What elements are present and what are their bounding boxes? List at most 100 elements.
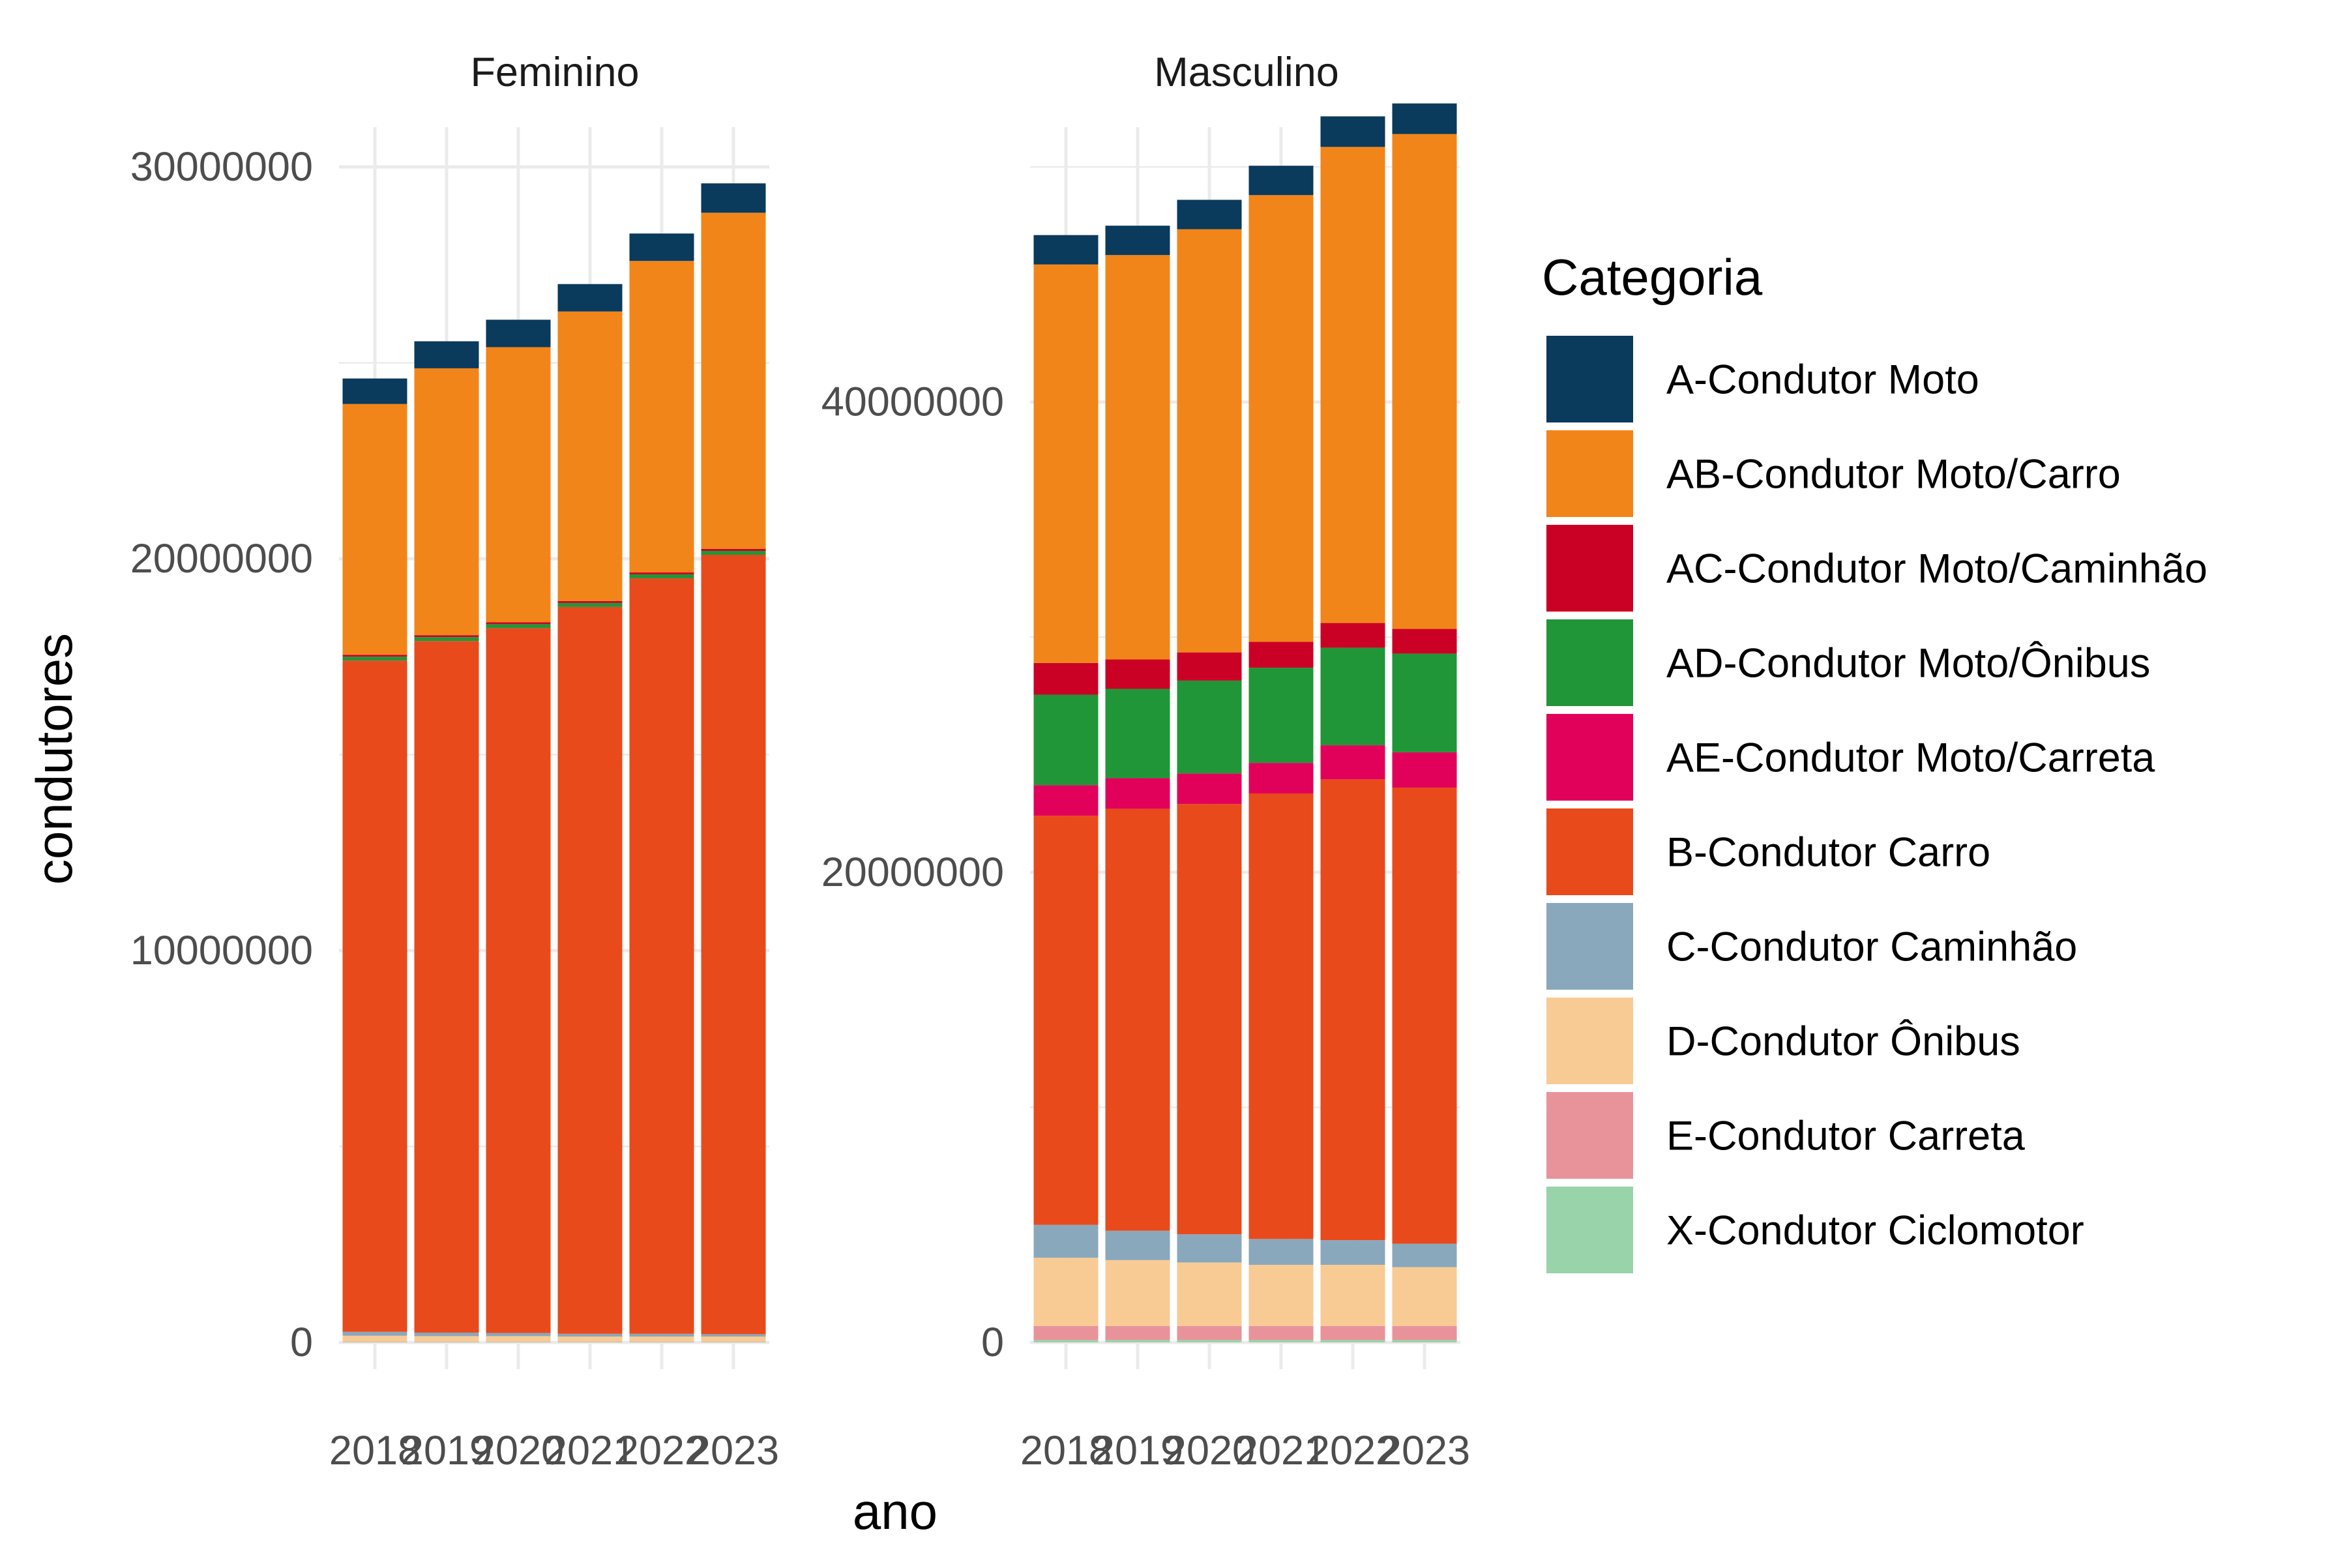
- bar-segment-masculino-2019-ae-condutor-moto-carreta: [1105, 778, 1170, 809]
- y-axis-label: condutores: [25, 633, 83, 885]
- bar-segment-masculino-2022-c-condutor-caminhao: [1320, 1240, 1385, 1265]
- bar-segment-masculino-2020-ab-condutor-moto-carro: [1177, 229, 1242, 653]
- x-tick-label: 2023: [1379, 1428, 1470, 1473]
- legend-key-c-condutor-caminhao: [1546, 903, 1633, 990]
- bar-segment-masculino-2020-x-condutor-ciclomotor: [1177, 1340, 1242, 1342]
- legend-label-x-condutor-ciclomotor: X-Condutor Ciclomotor: [1666, 1208, 2084, 1254]
- bar-segment-feminino-2020-a-condutor-moto: [486, 319, 551, 348]
- bar-segment-feminino-2020-d-condutor-onibus: [486, 1336, 551, 1342]
- legend-label-ac-condutor-moto-caminhao: AC-Condutor Moto/Caminhão: [1666, 546, 2207, 592]
- legend-label-ab-condutor-moto-carro: AB-Condutor Moto/Carro: [1666, 452, 2121, 497]
- bar-segment-feminino-2022-a-condutor-moto: [629, 233, 694, 261]
- bar-segment-feminino-2023-c-condutor-caminhao: [701, 1334, 766, 1337]
- bar-segment-masculino-2020-ad-condutor-moto-onibus: [1177, 680, 1242, 774]
- bar-segment-masculino-2023-x-condutor-ciclomotor: [1392, 1340, 1457, 1342]
- bar-segment-feminino-2020-b-condutor-carro: [486, 628, 551, 1333]
- bar-segment-masculino-2018-b-condutor-carro: [1033, 816, 1099, 1225]
- bar-segment-masculino-2018-c-condutor-caminhao: [1033, 1224, 1099, 1258]
- bar-segment-feminino-2021-ac-condutor-moto-caminhao: [557, 600, 623, 603]
- bar-segment-masculino-2021-c-condutor-caminhao: [1248, 1239, 1314, 1265]
- legend-key-d-condutor-onibus: [1546, 998, 1633, 1084]
- bar-segment-masculino-2018-x-condutor-ciclomotor: [1033, 1340, 1099, 1342]
- bar-segment-masculino-2019-ac-condutor-moto-caminhao: [1105, 659, 1170, 689]
- bar-segment-masculino-2018-ae-condutor-moto-carreta: [1033, 785, 1099, 816]
- bar-segment-feminino-2019-ad-condutor-moto-onibus: [414, 637, 479, 642]
- bar-segment-masculino-2021-a-condutor-moto: [1248, 166, 1314, 196]
- bar-segment-masculino-2023-c-condutor-caminhao: [1392, 1243, 1457, 1267]
- bar-segment-masculino-2022-x-condutor-ciclomotor: [1320, 1340, 1385, 1342]
- legend-key-a-condutor-moto: [1546, 336, 1633, 422]
- panel-title-feminino: Feminino: [470, 50, 639, 95]
- bar-segment-masculino-2021-x-condutor-ciclomotor: [1248, 1340, 1314, 1342]
- legend-key-ac-condutor-moto-caminhao: [1546, 525, 1633, 612]
- legend: Categoria A-Condutor Moto AB-Condutor Mot…: [1542, 248, 2207, 1273]
- bar-segment-masculino-2020-d-condutor-onibus: [1177, 1262, 1242, 1326]
- panel-masculino: 0 20000000 40000000 2018201920202021202220…: [821, 50, 1470, 1473]
- legend-label-ae-condutor-moto-carreta: AE-Condutor Moto/Carreta: [1666, 735, 2155, 781]
- bar-segment-feminino-2021-ad-condutor-moto-onibus: [557, 602, 623, 607]
- legend-key-x-condutor-ciclomotor: [1546, 1187, 1633, 1273]
- x-tick-label: 2022: [1307, 1428, 1398, 1473]
- y-tick-label: 30000000: [130, 144, 313, 190]
- bar-segment-masculino-2023-b-condutor-carro: [1392, 787, 1457, 1244]
- bar-segment-masculino-2020-ac-condutor-moto-caminhao: [1177, 652, 1242, 681]
- bar-segment-feminino-2019-ac-condutor-moto-caminhao: [414, 635, 479, 638]
- bar-segment-feminino-2022-ad-condutor-moto-onibus: [629, 574, 694, 579]
- bar-segment-masculino-2019-ab-condutor-moto-carro: [1105, 255, 1170, 660]
- bar-segment-feminino-2019-ab-condutor-moto-carro: [414, 368, 479, 636]
- bar-segment-masculino-2022-ae-condutor-moto-carreta: [1320, 745, 1385, 780]
- y-tick-label: 10000000: [130, 928, 313, 973]
- bar-segment-masculino-2022-ad-condutor-moto-onibus: [1320, 647, 1385, 746]
- bar-segment-masculino-2021-e-condutor-carreta: [1248, 1325, 1314, 1340]
- legend-key-ae-condutor-moto-carreta: [1546, 714, 1633, 801]
- bar-segment-feminino-2019-d-condutor-onibus: [414, 1336, 479, 1342]
- x-tick-label: 2019: [401, 1428, 492, 1473]
- x-tick-label: 2021: [544, 1428, 636, 1473]
- bar-segment-masculino-2021-d-condutor-onibus: [1248, 1265, 1314, 1326]
- bar-segment-masculino-2020-b-condutor-carro: [1177, 804, 1242, 1235]
- x-tick-label: 2018: [329, 1428, 421, 1473]
- bar-segment-masculino-2019-a-condutor-moto: [1105, 226, 1170, 256]
- bar-segment-feminino-2021-ab-condutor-moto-carro: [557, 311, 623, 601]
- bar-segment-masculino-2018-d-condutor-onibus: [1033, 1258, 1099, 1326]
- bar-segment-feminino-2021-d-condutor-onibus: [557, 1336, 623, 1342]
- bar-segment-feminino-2021-b-condutor-carro: [557, 606, 623, 1334]
- legend-label-b-condutor-carro: B-Condutor Carro: [1666, 830, 1990, 876]
- bar-segment-feminino-2023-a-condutor-moto: [701, 183, 766, 213]
- bar-segment-masculino-2020-e-condutor-carreta: [1177, 1325, 1242, 1340]
- bar-segment-masculino-2022-a-condutor-moto: [1320, 116, 1385, 147]
- bar-segment-masculino-2021-ab-condutor-moto-carro: [1248, 195, 1314, 642]
- bar-segment-feminino-2019-a-condutor-moto: [414, 341, 479, 368]
- bar-segment-feminino-2023-ad-condutor-moto-onibus: [701, 550, 766, 555]
- legend-key-ab-condutor-moto-carro: [1546, 430, 1633, 517]
- bar-segment-feminino-2018-ac-condutor-moto-caminhao: [342, 655, 407, 657]
- x-tick-label: 2022: [616, 1428, 707, 1473]
- bar-segment-feminino-2020-ab-condutor-moto-carro: [486, 347, 551, 623]
- bar-segment-masculino-2019-x-condutor-ciclomotor: [1105, 1340, 1170, 1342]
- legend-label-c-condutor-caminhao: C-Condutor Caminhão: [1666, 925, 2077, 970]
- bar-segment-feminino-2018-ab-condutor-moto-carro: [342, 404, 407, 655]
- bar-segment-feminino-2020-ac-condutor-moto-caminhao: [486, 622, 551, 625]
- bar-segment-masculino-2018-ac-condutor-moto-caminhao: [1033, 662, 1099, 695]
- legend-label-e-condutor-carreta: E-Condutor Carreta: [1666, 1114, 2026, 1159]
- bar-segment-masculino-2021-ad-condutor-moto-onibus: [1248, 668, 1314, 763]
- bar-segment-masculino-2022-d-condutor-onibus: [1320, 1265, 1385, 1326]
- bar-segment-feminino-2023-d-condutor-onibus: [701, 1336, 766, 1342]
- bar-segment-masculino-2018-ab-condutor-moto-carro: [1033, 264, 1099, 663]
- bar-segment-feminino-2022-b-condutor-carro: [629, 578, 694, 1334]
- legend-label-a-condutor-moto: A-Condutor Moto: [1666, 357, 1979, 403]
- bar-segment-masculino-2022-b-condutor-carro: [1320, 779, 1385, 1241]
- bar-segment-masculino-2019-e-condutor-carreta: [1105, 1325, 1170, 1340]
- bar-segment-feminino-2018-b-condutor-carro: [342, 660, 407, 1332]
- bar-segment-feminino-2023-ab-condutor-moto-carro: [701, 213, 766, 549]
- bar-segment-feminino-2020-ad-condutor-moto-onibus: [486, 624, 551, 629]
- bar-segment-feminino-2022-ac-condutor-moto-caminhao: [629, 572, 694, 575]
- bar-segment-masculino-2023-ae-condutor-moto-carreta: [1392, 752, 1457, 788]
- bar-segment-masculino-2021-ae-condutor-moto-carreta: [1248, 763, 1314, 793]
- x-tick-label: 2021: [1235, 1428, 1327, 1473]
- bar-segment-masculino-2020-ae-condutor-moto-carreta: [1177, 773, 1242, 805]
- bar-segment-masculino-2023-ab-condutor-moto-carro: [1392, 134, 1457, 629]
- bar-segment-feminino-2018-d-condutor-onibus: [342, 1335, 407, 1342]
